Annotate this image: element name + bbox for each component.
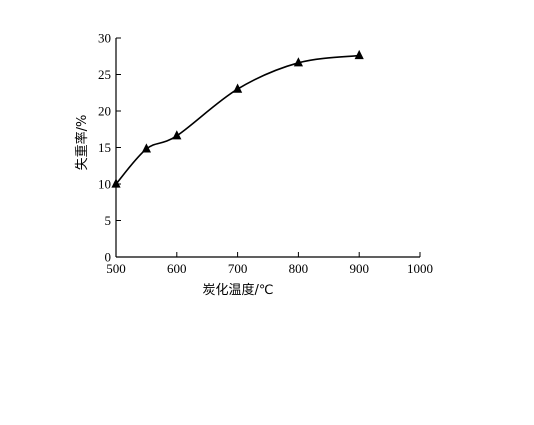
- x-tick-label: 600: [167, 261, 187, 276]
- x-tick-label: 1000: [407, 261, 433, 276]
- x-ticks: 500 600 700 800 900 1000: [106, 252, 433, 276]
- markers: [111, 49, 364, 188]
- data-point-marker: [233, 83, 243, 93]
- data-point-marker: [172, 130, 182, 140]
- axes: [115, 38, 420, 258]
- y-tick-label: 0: [105, 250, 112, 265]
- y-ticks: 0 5 10 15 20 25 30: [98, 31, 121, 265]
- y-tick-label: 10: [98, 177, 111, 192]
- x-tick-label: 700: [228, 261, 248, 276]
- series-line: [115, 54, 360, 185]
- y-tick-label: 20: [98, 104, 111, 119]
- x-axis-label: 炭化温度/℃: [203, 282, 274, 298]
- data-point-marker: [111, 178, 121, 188]
- x-tick-label: 500: [106, 261, 126, 276]
- y-tick-label: 5: [105, 213, 112, 228]
- y-tick-label: 30: [98, 31, 111, 46]
- data-point-marker: [293, 57, 303, 67]
- series-group: [115, 54, 360, 185]
- y-axis-label: 失重率/%: [74, 115, 90, 171]
- y-tick-label: 25: [98, 67, 111, 82]
- x-tick-label: 900: [349, 261, 369, 276]
- data-point-marker: [141, 143, 151, 153]
- y-tick-label: 15: [98, 140, 111, 155]
- x-tick-label: 800: [289, 261, 309, 276]
- data-point-marker: [354, 49, 364, 60]
